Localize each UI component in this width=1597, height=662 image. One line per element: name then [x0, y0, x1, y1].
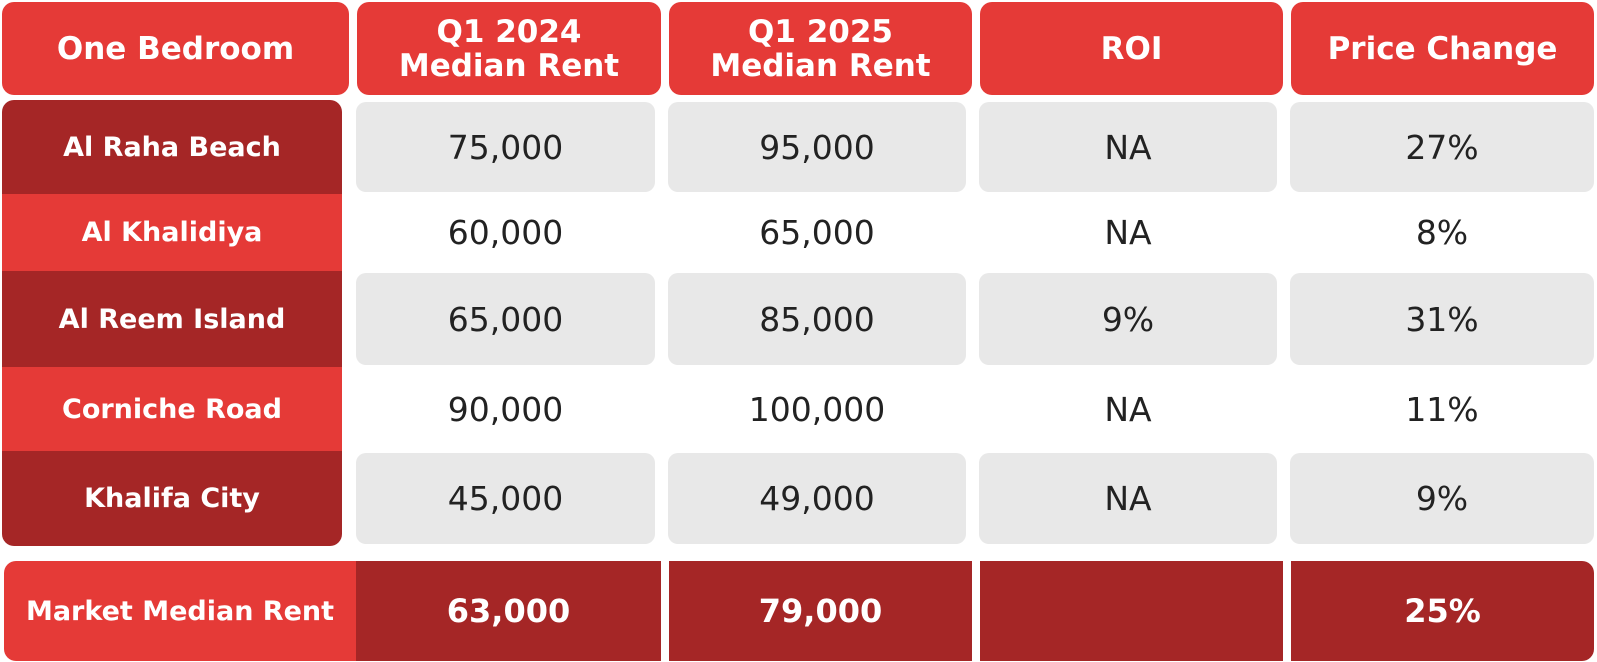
- value-cell: 85,000: [668, 273, 966, 365]
- row-label: Al Khalidiya: [2, 194, 342, 271]
- value-cell: 60,000: [447, 213, 564, 252]
- value-cell: NA: [979, 453, 1277, 544]
- footer-empty: [980, 561, 1283, 661]
- row-label: Al Raha Beach: [2, 100, 342, 194]
- value-cell: 90,000: [447, 389, 564, 429]
- value-cell: 65,000: [759, 213, 875, 252]
- row-label: Corniche Road: [2, 367, 342, 451]
- row-label: Khalifa City: [2, 451, 342, 546]
- footer-label: Market Median Rent: [4, 561, 356, 661]
- value-cell: 100,000: [748, 389, 886, 429]
- header-cell: Q1 2024 Median Rent: [357, 2, 661, 95]
- value-cell: 45,000: [356, 453, 655, 544]
- value-cell: 9%: [1290, 453, 1594, 544]
- value-cell: 31%: [1290, 273, 1594, 365]
- value-cell: 65,000: [356, 273, 655, 365]
- value-cell: 75,000: [356, 102, 655, 192]
- value-cell: 11%: [1405, 389, 1479, 429]
- value-cell: NA: [979, 102, 1277, 192]
- value-cell: 95,000: [668, 102, 966, 192]
- value-cell: NA: [1104, 389, 1152, 429]
- footer-value: 63,000: [356, 561, 661, 661]
- row-label: Al Reem Island: [2, 271, 342, 367]
- header-cell: ROI: [980, 2, 1283, 95]
- value-cell: 9%: [979, 273, 1277, 365]
- value-cell: 49,000: [668, 453, 966, 544]
- header-cell: Price Change: [1291, 2, 1594, 95]
- footer-value: 25%: [1291, 561, 1594, 661]
- header-cell: One Bedroom: [2, 2, 349, 95]
- value-cell: 27%: [1290, 102, 1594, 192]
- footer-value: 79,000: [669, 561, 972, 661]
- value-cell: 8%: [1415, 213, 1469, 252]
- header-cell: Q1 2025 Median Rent: [669, 2, 972, 95]
- value-cell: NA: [1104, 213, 1152, 252]
